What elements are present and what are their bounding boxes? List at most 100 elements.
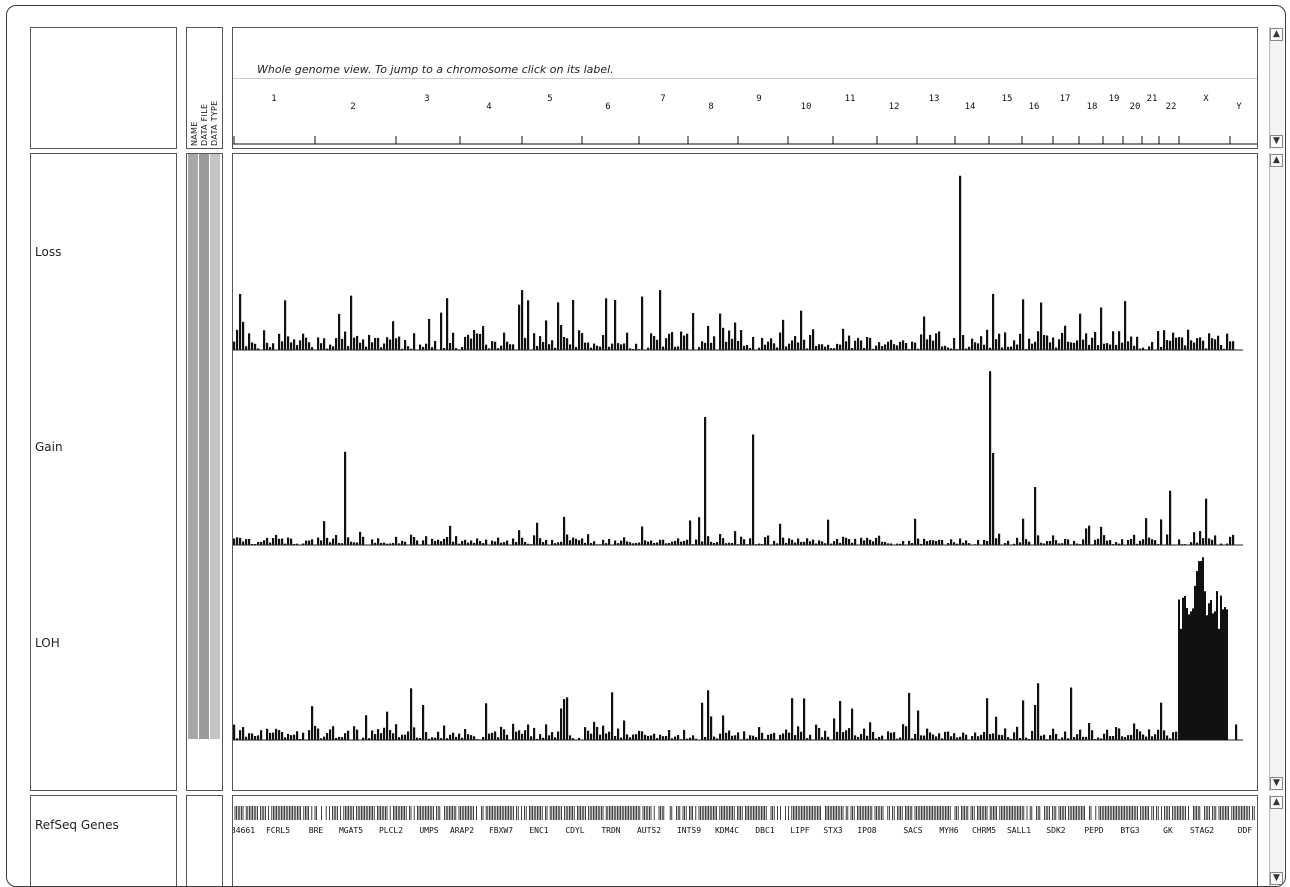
chromosome-label-12[interactable]: 12 — [889, 102, 900, 112]
header-scrollbar[interactable]: ▲ ▼ — [1269, 27, 1284, 149]
chromosome-label-9[interactable]: 9 — [756, 94, 761, 104]
track-bar — [233, 538, 236, 545]
track-bar — [623, 537, 626, 545]
attribute-name-column[interactable] — [188, 154, 199, 739]
gene-label[interactable]: GK — [1163, 826, 1173, 835]
track-bar — [1037, 535, 1040, 545]
gene-label[interactable]: MGAT5 — [339, 826, 363, 835]
track-name-loss[interactable]: Loss — [35, 245, 62, 259]
attribute-data-type-column[interactable] — [210, 154, 220, 739]
chromosome-label-4[interactable]: 4 — [486, 102, 491, 112]
refseq-genes-track[interactable]: 34661 FCRL5 BRE MGAT5 PLCL2 UMPS ARAP2 FBXW7 ENC… — [233, 796, 1257, 886]
track-name-gain[interactable]: Gain — [35, 440, 63, 454]
feature-scrollbar[interactable]: ▲ ▼ — [1269, 795, 1284, 886]
data-scroll-up-button[interactable]: ▲ — [1270, 154, 1283, 167]
gene-label[interactable]: FBXW7 — [489, 826, 513, 835]
track-name-refseq[interactable]: RefSeq Genes — [35, 818, 119, 832]
gene-label[interactable]: KDM4C — [715, 826, 739, 835]
track-bar — [989, 371, 992, 545]
track-bar — [911, 738, 914, 740]
gene-label[interactable]: INTS9 — [677, 826, 701, 835]
chromosome-label-2[interactable]: 2 — [350, 102, 355, 112]
chromosome-label-1[interactable]: 1 — [271, 94, 276, 104]
track-bar — [1016, 344, 1019, 350]
track-bar — [266, 537, 269, 545]
gene-label[interactable]: ENC1 — [529, 826, 548, 835]
track-bar — [320, 540, 323, 545]
attribute-header-data-file[interactable]: DATA FILE — [200, 103, 209, 146]
chromosome-label-7[interactable]: 7 — [660, 94, 665, 104]
track-bar — [1013, 340, 1016, 350]
gene-label[interactable]: DDF — [1238, 826, 1253, 835]
chromosome-label-18[interactable]: 18 — [1087, 102, 1098, 112]
gene-label[interactable]: SALL1 — [1007, 826, 1031, 835]
track-bar — [1064, 325, 1067, 350]
chromosome-label-X[interactable]: X — [1203, 94, 1209, 104]
scroll-down-button[interactable]: ▼ — [1270, 135, 1283, 148]
track-bar — [404, 541, 407, 545]
track-bar — [308, 342, 311, 350]
track-bar — [971, 338, 974, 350]
chromosome-label-19[interactable]: 19 — [1109, 94, 1120, 104]
feature-scroll-up-button[interactable]: ▲ — [1270, 796, 1283, 809]
attribute-header-panel[interactable]: NAME DATA FILE DATA TYPE — [186, 27, 223, 149]
track-bar — [686, 738, 689, 740]
gene-label[interactable]: IPO8 — [857, 826, 876, 835]
track-bar — [803, 541, 806, 545]
track-bar — [359, 531, 362, 545]
data-scrollbar[interactable]: ▲ ▼ — [1269, 153, 1284, 791]
gene-label[interactable]: DBC1 — [755, 826, 774, 835]
track-bar — [395, 338, 398, 350]
attribute-data-file-column[interactable] — [199, 154, 210, 739]
gene-label[interactable]: CHRM5 — [972, 826, 996, 835]
chromosome-label-3[interactable]: 3 — [424, 94, 429, 104]
track-bar — [572, 738, 575, 740]
chromosome-label-11[interactable]: 11 — [845, 94, 856, 104]
feature-panel: 34661 FCRL5 BRE MGAT5 PLCL2 UMPS ARAP2 FBXW7 ENC… — [232, 795, 1258, 886]
chromosome-label-17[interactable]: 17 — [1060, 94, 1071, 104]
track-bar — [623, 720, 626, 740]
chromosome-label-13[interactable]: 13 — [929, 94, 940, 104]
track-bar — [281, 538, 284, 545]
chromosome-label-20[interactable]: 20 — [1130, 102, 1141, 112]
chromosome-label-22[interactable]: 22 — [1166, 102, 1177, 112]
gene-label[interactable]: TRDN — [601, 826, 620, 835]
gene-label[interactable]: LIPF — [790, 826, 809, 835]
gene-label[interactable]: FCRL5 — [266, 826, 290, 835]
track-bar — [584, 727, 587, 740]
gene-label[interactable]: PLCL2 — [379, 826, 403, 835]
gene-label[interactable]: CDYL — [565, 826, 584, 835]
data-tracks[interactable] — [233, 154, 1257, 790]
gene-label[interactable]: SACS — [903, 826, 922, 835]
scroll-up-button[interactable]: ▲ — [1270, 28, 1283, 41]
gene-label[interactable]: 34661 — [233, 826, 255, 835]
chromosome-label-15[interactable]: 15 — [1002, 94, 1013, 104]
chromosome-label-14[interactable]: 14 — [965, 102, 976, 112]
gene-label[interactable]: BRE — [309, 826, 324, 835]
gene-label[interactable]: PEPD — [1084, 826, 1103, 835]
data-scroll-down-button[interactable]: ▼ — [1270, 777, 1283, 790]
gene-label[interactable]: BTG3 — [1120, 826, 1139, 835]
gene-label[interactable]: SDK2 — [1046, 826, 1065, 835]
track-bar — [560, 324, 563, 350]
gene-label[interactable]: UMPS — [419, 826, 438, 835]
track-bar — [584, 342, 587, 350]
gene-label[interactable]: ARAP2 — [450, 826, 474, 835]
chromosome-label-6[interactable]: 6 — [605, 102, 610, 112]
attribute-header-data-type[interactable]: DATA TYPE — [210, 100, 219, 146]
track-bar — [929, 540, 932, 545]
gene-label[interactable]: MYH6 — [939, 826, 958, 835]
gene-label[interactable]: STAG2 — [1190, 826, 1214, 835]
chromosome-label-5[interactable]: 5 — [547, 94, 552, 104]
chromosome-label-8[interactable]: 8 — [708, 102, 713, 112]
chromosome-label-Y[interactable]: Y — [1236, 102, 1242, 112]
chromosome-label-10[interactable]: 10 — [801, 102, 812, 112]
track-name-loh[interactable]: LOH — [35, 636, 60, 650]
gene-label[interactable]: AUTS2 — [637, 826, 661, 835]
attribute-header-name[interactable]: NAME — [190, 121, 199, 146]
chromosome-label-21[interactable]: 21 — [1147, 94, 1158, 104]
chromosome-label-16[interactable]: 16 — [1029, 102, 1040, 112]
gene-label[interactable]: STX3 — [823, 826, 842, 835]
track-bar — [545, 539, 548, 545]
